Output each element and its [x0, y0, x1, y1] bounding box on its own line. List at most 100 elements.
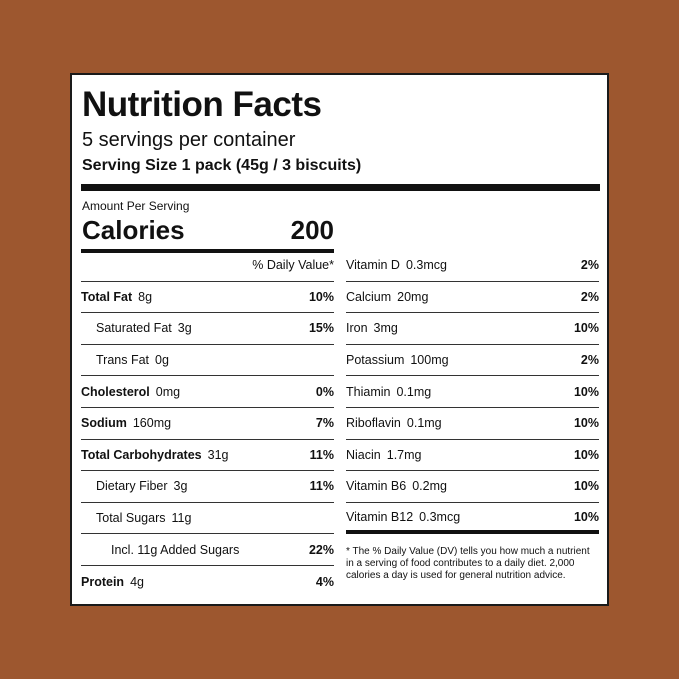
title: Nutrition Facts — [82, 85, 322, 124]
nutrient-label: Dietary Fiber 3g — [81, 479, 187, 493]
dv-header: % Daily Value* — [252, 258, 334, 273]
nutrient-name: Total Fat — [81, 289, 133, 304]
nutrient-name: Saturated Fat — [96, 321, 172, 336]
nutrient-row: Niacin 1.7mg 10% — [346, 440, 599, 472]
nutrient-row: Vitamin B6 0.2mg 10% — [346, 471, 599, 503]
nutrient-name: Niacin — [346, 447, 381, 462]
nutrient-name: Incl. 11g Added Sugars — [111, 542, 240, 557]
nutrient-amount: 160mg — [132, 416, 172, 431]
nutrient-label: Total Sugars 11g — [81, 511, 191, 525]
nutrient-name: Cholesterol — [81, 384, 150, 399]
nutrient-row: Calcium 20mg 2% — [346, 282, 599, 314]
nutrient-label: Calcium 20mg — [346, 290, 428, 304]
left-column: % Daily Value* Total Fat 8g 10% Saturated F… — [81, 250, 334, 598]
nutrient-dv: 10% — [573, 447, 599, 462]
nutrient-label: Thiamin 0.1mg — [346, 385, 431, 399]
nutrient-label: Sodium 160mg — [81, 416, 171, 430]
nutrient-amount: 1.7mg — [386, 447, 422, 462]
nutrient-label: Incl. 11g Added Sugars — [81, 543, 245, 557]
calories-value: 200 — [290, 215, 334, 245]
nutrient-dv: 2% — [580, 258, 599, 273]
nutrient-dv: 2% — [580, 289, 599, 304]
nutrient-row: Total Fat 8g 10% — [81, 282, 334, 314]
nutrient-label: Trans Fat 0g — [81, 353, 169, 367]
nutrient-amount: 0.2mg — [412, 479, 447, 494]
nutrient-amount: 0.1mg — [396, 384, 432, 399]
nutrient-row: Cholesterol 0mg 0% — [81, 376, 334, 408]
nutrient-name: Calcium — [346, 289, 392, 304]
nutrient-dv: 10% — [308, 289, 334, 304]
nutrient-row: Potassium 100mg 2% — [346, 345, 599, 377]
nutrient-dv: 10% — [573, 479, 599, 494]
nutrient-amount: 100mg — [410, 353, 449, 368]
nutrient-dv: 15% — [308, 321, 334, 336]
nutrient-amount: 11g — [171, 511, 192, 526]
nutrient-amount: 8g — [138, 289, 153, 304]
nutrient-label: Vitamin D 0.3mcg — [346, 258, 447, 272]
calories-divider — [81, 249, 334, 253]
nutrient-amount: 0.1mg — [406, 416, 442, 431]
nutrient-row: Saturated Fat 3g 15% — [81, 313, 334, 345]
nutrient-label: Protein 4g — [81, 575, 144, 589]
nutrient-row: Vitamin B12 0.3mcg 10% — [346, 503, 599, 535]
nutrient-dv: 10% — [573, 321, 599, 336]
calories-label: Calories — [82, 215, 185, 245]
nutrient-amount: 4g — [130, 574, 144, 589]
nutrient-label: Total Carbohydrates 31g — [81, 448, 228, 462]
nutrient-label: Riboflavin 0.1mg — [346, 416, 442, 430]
nutrient-amount: 0g — [155, 353, 169, 368]
nutrient-amount: 0.3mcg — [405, 258, 447, 273]
nutrient-row: Thiamin 0.1mg 10% — [346, 376, 599, 408]
nutrient-amount: 3mg — [373, 321, 398, 336]
nutrient-dv: 7% — [315, 416, 334, 431]
nutrient-name: Potassium — [346, 353, 405, 368]
thick-divider — [81, 184, 600, 191]
nutrient-name: Total Sugars — [96, 511, 166, 526]
nutrient-dv: 4% — [315, 574, 334, 589]
nutrient-amount: 3g — [177, 321, 192, 336]
nutrient-row: Incl. 11g Added Sugars 22% — [81, 534, 334, 566]
nutrient-dv: 10% — [573, 416, 599, 431]
nutrient-amount: 31g — [207, 447, 229, 462]
nutrient-row: Total Carbohydrates 31g 11% — [81, 440, 334, 472]
nutrient-row: Protein 4g 4% — [81, 566, 334, 598]
nutrient-name: Iron — [346, 321, 368, 336]
nutrient-label: Total Fat 8g — [81, 290, 152, 304]
nutrient-name: Vitamin D — [346, 258, 400, 273]
nutrient-name: Trans Fat — [96, 353, 150, 368]
nutrient-amount: 0mg — [155, 384, 181, 399]
nutrient-name: Vitamin B6 — [346, 479, 407, 494]
nutrient-name: Thiamin — [346, 384, 391, 399]
nutrient-name: Vitamin B12 — [346, 509, 414, 524]
nutrient-dv: 2% — [580, 353, 599, 368]
amount-per-serving: Amount Per Serving — [82, 199, 190, 213]
nutrient-name: Total Carbohydrates — [81, 447, 202, 462]
nutrient-dv: 11% — [309, 479, 334, 494]
nutrient-label: Potassium 100mg — [346, 353, 449, 367]
nutrient-name: Protein — [81, 574, 125, 589]
nutrient-row: Riboflavin 0.1mg 10% — [346, 408, 599, 440]
nutrient-name: Sodium — [81, 416, 127, 431]
footnote: * The % Daily Value (DV) tells you how m… — [346, 546, 590, 582]
nutrient-dv: 11% — [309, 447, 334, 462]
nutrient-row: Trans Fat 0g — [81, 345, 334, 377]
nutrient-label: Iron 3mg — [346, 321, 398, 335]
nutrient-label: Saturated Fat 3g — [81, 321, 192, 335]
servings-per-container: 5 servings per container — [82, 129, 296, 151]
nutrient-row: Vitamin D 0.3mcg 2% — [346, 250, 599, 282]
nutrient-row: Total Sugars 11g — [81, 503, 334, 535]
right-column: Vitamin D 0.3mcg 2% Calcium 20mg 2% Iron 3mg 10%… — [346, 250, 599, 582]
nutrient-label: Niacin 1.7mg — [346, 448, 422, 462]
nutrition-facts-panel: Nutrition Facts 5 servings per container… — [70, 73, 609, 606]
dv-header-row: % Daily Value* — [81, 250, 334, 282]
serving-size: Serving Size 1 pack (45g / 3 biscuits) — [82, 157, 362, 174]
nutrient-name: Dietary Fiber — [96, 479, 168, 494]
nutrient-dv: 0% — [315, 384, 334, 399]
nutrient-row: Sodium 160mg 7% — [81, 408, 334, 440]
nutrient-row: Iron 3mg 10% — [346, 313, 599, 345]
nutrient-dv: 22% — [308, 542, 334, 557]
calories-row: Calories 200 — [82, 215, 334, 246]
nutrient-amount: 20mg — [397, 289, 429, 304]
nutrient-label: Cholesterol 0mg — [81, 385, 180, 399]
nutrient-label: Vitamin B6 0.2mg — [346, 479, 447, 493]
